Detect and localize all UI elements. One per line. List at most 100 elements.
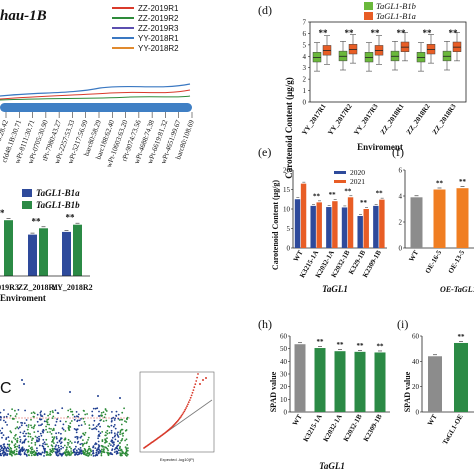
manhattan-point <box>80 452 83 455</box>
manhattan-point <box>19 439 22 441</box>
manhattan-point <box>55 432 57 435</box>
h-plot: 0 10 20 30 40 50 60 WT ** K3215-1A ** K2032-1A ** K20… <box>280 333 390 443</box>
h-plot-ytick-label: 40 <box>280 358 288 366</box>
manhattan-point <box>33 453 35 456</box>
i-plot: 0 20 40 60 WT ** TaGL1-OE <box>412 333 474 446</box>
manhattan-point <box>50 444 53 447</box>
manhattan-point <box>19 448 22 451</box>
manhattan-point <box>97 435 100 437</box>
manhattan-point <box>118 419 121 421</box>
manhattan-point <box>2 434 5 436</box>
lod-curve-3 <box>0 95 191 101</box>
manhattan-point <box>5 448 8 450</box>
manhattan-point <box>74 448 76 450</box>
manhattan-point <box>15 413 18 415</box>
manhattan-point <box>68 428 70 431</box>
qq-point <box>182 412 185 414</box>
manhattan-point <box>68 446 71 448</box>
manhattan-point <box>32 427 35 430</box>
f-label: (f) <box>392 145 404 159</box>
d-ytick-label: 1 <box>303 87 307 95</box>
manhattan-point <box>32 411 35 414</box>
manhattan-point <box>42 438 45 441</box>
c-sig: ** <box>32 216 42 226</box>
f-plot-ytick-label: 6 <box>399 167 403 175</box>
manhattan-point <box>80 418 82 420</box>
manhattan-point <box>55 436 58 438</box>
manhattan-point <box>57 412 60 414</box>
manhattan-point <box>104 446 107 449</box>
manhattan-point <box>31 437 34 440</box>
manhattan-point <box>51 448 54 451</box>
d-sig: ** <box>397 28 407 38</box>
e-plot-bar <box>332 201 338 248</box>
d-tick-label: YY_2017R1 <box>300 102 328 137</box>
c-bar <box>73 224 82 276</box>
manhattan-point <box>2 448 5 451</box>
c-legend-label: TaGL1-B1b <box>36 200 80 210</box>
manhattan-point <box>53 436 56 438</box>
manhattan-point <box>58 446 60 449</box>
manhattan-point <box>20 424 23 427</box>
manhattan-point <box>125 429 128 431</box>
manhattan-point <box>102 451 105 453</box>
manhattan-point <box>95 425 98 428</box>
manhattan-point <box>106 429 109 432</box>
i-label: (i) <box>397 317 408 331</box>
manhattan-point <box>14 443 17 445</box>
manhattan-point <box>110 453 112 455</box>
manhattan-point <box>82 439 84 441</box>
h-plot-bar <box>334 351 346 412</box>
d-sig: ** <box>319 28 329 38</box>
manhattan-point <box>126 418 128 421</box>
manhattan-point <box>5 438 7 441</box>
e-legend-label: 2021 <box>350 177 365 186</box>
manhattan-point <box>0 416 2 419</box>
manhattan-point <box>83 420 86 423</box>
manhattan-point <box>9 447 12 449</box>
manhattan-point <box>67 415 69 418</box>
manhattan-point <box>10 431 13 434</box>
manhattan-point <box>46 451 48 453</box>
h-plot-sig: ** <box>357 342 365 350</box>
e-plot-sig: ** <box>360 199 368 207</box>
manhattan-point <box>17 427 20 430</box>
manhattan-point <box>53 437 55 440</box>
e-plot-bar <box>300 183 307 248</box>
manhattan-point <box>9 451 12 454</box>
manhattan-point <box>84 423 87 425</box>
f-plot-tick-label: OE-16-5 <box>424 249 444 275</box>
manhattan-point <box>54 445 57 448</box>
manhattan-point <box>30 424 32 427</box>
c-bar <box>39 228 48 276</box>
d-legend-label: TaGL1-B1b <box>376 1 416 11</box>
manhattan-point <box>1 449 3 452</box>
d-plot: 0 1 2 3 4 5 6 7 ** YY_2017R1 ** YY_2017R2 ** YY_2017R… <box>300 19 467 137</box>
qq-point <box>193 386 196 389</box>
manhattan-point <box>83 410 85 412</box>
manhattan-point <box>7 450 9 452</box>
h-plot-bar <box>374 352 386 412</box>
manhattan-point <box>100 450 103 452</box>
manhattan-point <box>23 441 26 444</box>
qq-point <box>196 376 199 379</box>
manhattan-point <box>122 451 124 454</box>
manhattan-point <box>100 452 103 455</box>
manhattan-point <box>36 439 38 442</box>
manhattan-point <box>75 452 78 455</box>
c-legend-label: TaGL1-B1a <box>36 188 80 198</box>
manhattan-point <box>6 446 9 449</box>
manhattan-point <box>97 446 100 449</box>
d-legend-swatch <box>364 2 373 10</box>
manhattan-point <box>116 445 119 447</box>
manhattan-point <box>70 447 72 450</box>
manhattan-point <box>87 455 89 457</box>
manhattan-point <box>127 447 129 449</box>
i-plot-ytick-label: 60 <box>412 333 420 341</box>
d-sig: ** <box>423 28 433 38</box>
h-plot-ytick-label: 10 <box>280 396 288 404</box>
manhattan-point <box>53 442 55 444</box>
manhattan-point <box>60 454 63 457</box>
manhattan-point <box>68 453 70 456</box>
